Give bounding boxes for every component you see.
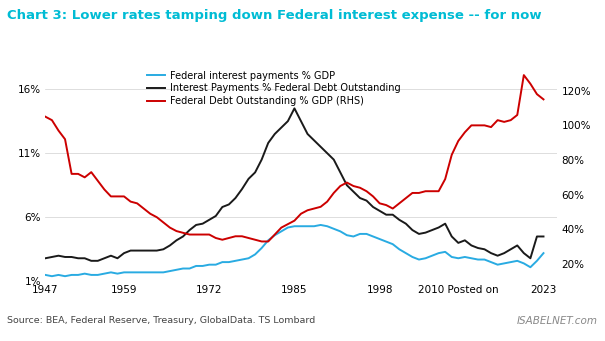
Text: ISABELNET.com: ISABELNET.com — [517, 316, 598, 326]
Text: Chart 3: Lower rates tamping down Federal interest expense -- for now: Chart 3: Lower rates tamping down Federa… — [7, 9, 542, 21]
Text: Source: BEA, Federal Reserve, Treasury, GlobalData. TS Lombard: Source: BEA, Federal Reserve, Treasury, … — [7, 316, 316, 325]
Legend: Federal interest payments % GDP, Interest Payments % Federal Debt Outstanding, F: Federal interest payments % GDP, Interes… — [148, 71, 401, 106]
